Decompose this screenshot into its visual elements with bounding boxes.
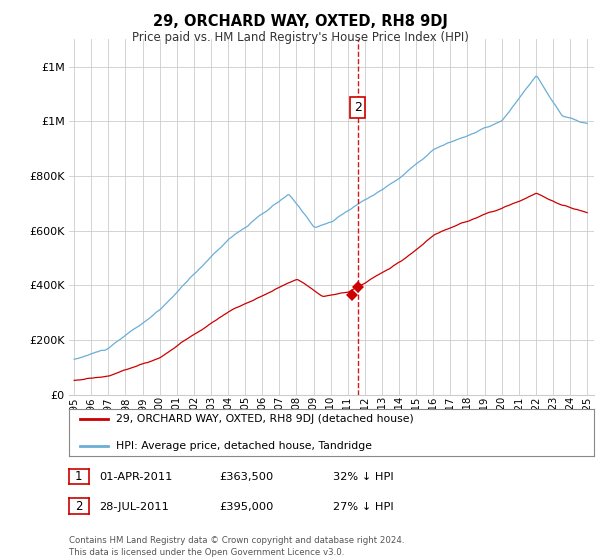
Text: 01-APR-2011: 01-APR-2011 bbox=[99, 472, 172, 482]
Text: Price paid vs. HM Land Registry's House Price Index (HPI): Price paid vs. HM Land Registry's House … bbox=[131, 31, 469, 44]
Text: £363,500: £363,500 bbox=[219, 472, 273, 482]
Text: Contains HM Land Registry data © Crown copyright and database right 2024.
This d: Contains HM Land Registry data © Crown c… bbox=[69, 536, 404, 557]
Text: 29, ORCHARD WAY, OXTED, RH8 9DJ: 29, ORCHARD WAY, OXTED, RH8 9DJ bbox=[152, 14, 448, 29]
Text: 2: 2 bbox=[75, 500, 83, 513]
Text: 28-JUL-2011: 28-JUL-2011 bbox=[99, 502, 169, 512]
Text: £395,000: £395,000 bbox=[219, 502, 274, 512]
Text: 32% ↓ HPI: 32% ↓ HPI bbox=[333, 472, 394, 482]
Text: 1: 1 bbox=[75, 470, 83, 483]
Text: 29, ORCHARD WAY, OXTED, RH8 9DJ (detached house): 29, ORCHARD WAY, OXTED, RH8 9DJ (detache… bbox=[116, 414, 414, 424]
Text: HPI: Average price, detached house, Tandridge: HPI: Average price, detached house, Tand… bbox=[116, 441, 372, 451]
Text: 2: 2 bbox=[354, 101, 362, 114]
Text: 27% ↓ HPI: 27% ↓ HPI bbox=[333, 502, 394, 512]
